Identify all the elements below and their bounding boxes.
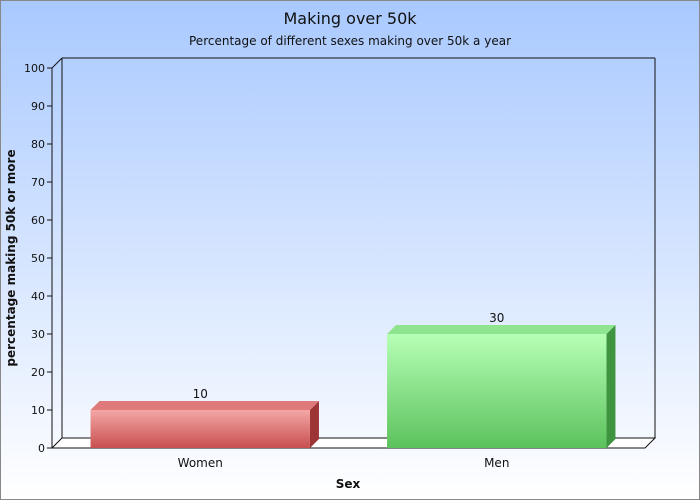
bar-value-label: 30 xyxy=(489,311,504,325)
bar-side-face xyxy=(606,325,616,448)
y-tick-label: 80 xyxy=(31,138,45,151)
bar-men: 30 xyxy=(387,311,616,448)
y-tick-label: 90 xyxy=(31,100,45,113)
chart-title: Making over 50k xyxy=(283,9,417,28)
chart-subtitle: Percentage of different sexes making ove… xyxy=(189,34,511,48)
x-tick-label: Women xyxy=(178,456,223,470)
y-tick-label: 10 xyxy=(31,404,45,417)
y-tick-label: 30 xyxy=(31,328,45,341)
bar-women: 10 xyxy=(90,387,319,448)
bar-series: 10 30 xyxy=(90,311,616,448)
bar-top-face xyxy=(387,325,616,334)
bar-top-face xyxy=(90,401,319,410)
y-tick-label: 0 xyxy=(38,442,45,455)
y-tick-label: 50 xyxy=(31,252,45,265)
plot-depth-edge xyxy=(51,57,63,69)
y-tick-label: 60 xyxy=(31,214,45,227)
bar-front-face xyxy=(387,334,607,448)
x-tick-label: Men xyxy=(484,456,509,470)
x-axis: Women Men xyxy=(178,456,510,470)
x-axis-label: Sex xyxy=(336,477,361,491)
bar-value-label: 10 xyxy=(193,387,208,401)
y-tick-label: 100 xyxy=(24,62,45,75)
y-tick-label: 40 xyxy=(31,290,45,303)
y-tick-label: 70 xyxy=(31,176,45,189)
y-tick-label: 20 xyxy=(31,366,45,379)
bar-front-face xyxy=(90,410,310,448)
y-axis: 0 10 20 30 40 50 60 70 80 90 100 xyxy=(24,62,52,455)
y-axis-label: percentage making 50k or more xyxy=(4,149,18,366)
bar-side-face xyxy=(309,401,319,448)
